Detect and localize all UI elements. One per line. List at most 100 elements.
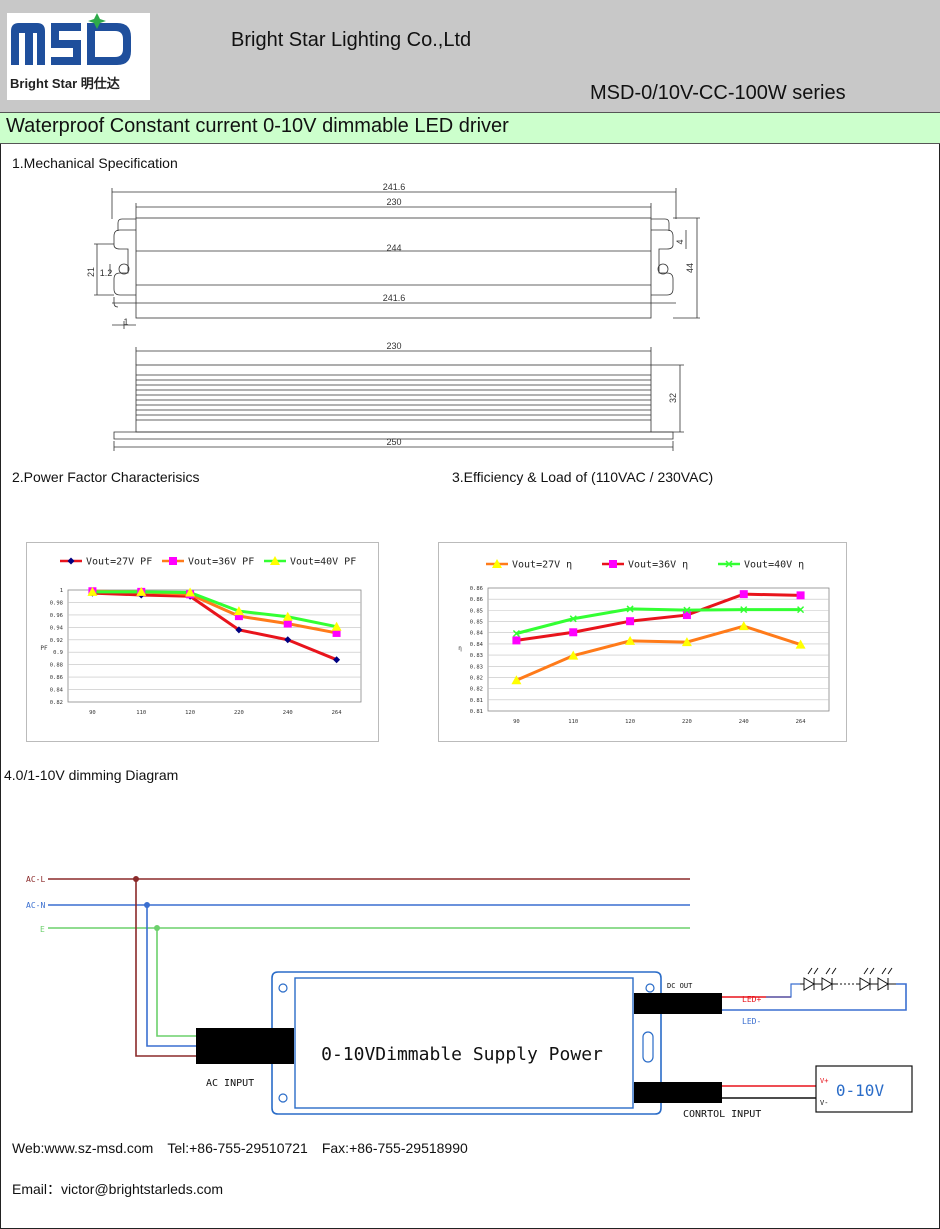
earth-label: E: [40, 925, 45, 934]
pf-y-tick: 0.88: [50, 663, 63, 669]
eff-x-tick: 110: [568, 719, 578, 725]
eff-point: [738, 621, 749, 631]
eff-y-tick: 0.85: [470, 608, 483, 614]
dim-side-width: 230: [386, 341, 401, 351]
efficiency-chart: 0.81 0.81 0.82 0.82 0.83 0.83 0.84 0.84 0.85 0.85…: [438, 542, 847, 742]
eff-x-tick: 220: [682, 719, 692, 725]
dimming-wiring-diagram: AC-L AC-N E 0-10VDimmable Supply Power A…: [26, 875, 913, 1120]
pf-y-tick: 0.96: [50, 613, 63, 619]
fax: Fax:+86-755-29518990: [321, 1140, 468, 1156]
pf-point: [282, 611, 293, 621]
dimmer-label: 0-10V: [836, 1081, 885, 1100]
eff-point: [568, 650, 579, 660]
pf-point: [234, 612, 243, 621]
pf-point: [332, 628, 341, 637]
pf-y-label: PF: [40, 645, 48, 652]
eff-point: [683, 606, 691, 614]
eff-y-tick: 0.83: [470, 653, 483, 659]
ac-l-label: AC-L: [26, 875, 45, 884]
eff-legend-marker: [609, 560, 617, 568]
led-string: [800, 967, 896, 991]
page-header: Bright Star 明仕达 Bright Star Lighting Co.…: [0, 0, 940, 113]
eff-y-tick: 0.82: [470, 687, 483, 693]
pf-y-tick: 1: [60, 588, 63, 594]
pf-point: [284, 636, 292, 644]
eff-point: [625, 635, 636, 645]
pf-x-tick: 220: [234, 710, 244, 716]
contact-line: Web:www.sz-msd.com Tel:+86-755-29510721 Fa…: [12, 1140, 482, 1156]
v-minus-label: V-: [820, 1099, 828, 1107]
dc-out-label: DC OUT: [667, 982, 693, 990]
section-mechanical-heading: 1.Mechanical Specification: [12, 155, 178, 171]
pf-point: [235, 626, 243, 634]
eff-y-tick: 0.86: [470, 586, 483, 592]
led-plus-label: LED+: [742, 995, 761, 1004]
pf-x-tick: 264: [332, 710, 343, 716]
pf-y-tick: 0.9: [53, 650, 63, 656]
eff-y-tick: 0.81: [470, 709, 483, 715]
pf-x-tick: 120: [185, 710, 195, 716]
email[interactable]: Email：victor@brightstarleds.com: [12, 1181, 224, 1197]
eff-point: [512, 629, 520, 638]
eff-y-tick: 0.81: [470, 698, 483, 704]
eff-legend-label: Vout=27V η: [512, 560, 572, 571]
dim-total-height: 44: [685, 263, 695, 273]
dc-out-cable: [634, 993, 722, 1014]
eff-y-tick: 0.84: [470, 642, 484, 648]
pf-x-tick: 110: [136, 710, 146, 716]
pf-legend-marker: [270, 556, 280, 565]
logo-subtitle: Bright Star 明仕达: [10, 76, 120, 91]
eff-point: [797, 606, 805, 614]
eff-series-line: [516, 607, 801, 635]
title-banner: Waterproof Constant current 0-10V dimmab…: [0, 113, 940, 144]
eff-point: [511, 675, 522, 685]
dim-overall-width: 241.6: [383, 182, 406, 192]
ac-n-label: AC-N: [26, 901, 45, 910]
eff-x-tick: 240: [739, 719, 749, 725]
company-name: Bright Star Lighting Co.,Ltd: [231, 29, 472, 51]
eff-x-tick: 264: [796, 719, 807, 725]
dim-side-length: 250: [386, 437, 401, 447]
pf-series-line: [92, 591, 338, 662]
section-eff-heading: 3.Efficiency & Load of (110VAC / 230VAC): [452, 469, 714, 485]
dim-body-width: 230: [386, 197, 401, 207]
eff-y-tick: 0.85: [470, 620, 483, 626]
eff-point: [795, 639, 806, 649]
eff-point: [796, 591, 805, 600]
dim-edge: 1: [123, 317, 128, 327]
eff-point: [569, 628, 578, 637]
pf-y-tick: 0.82: [50, 700, 63, 706]
dim-slot-height: 21: [86, 267, 96, 277]
ac-input-cable: [196, 1028, 294, 1064]
eff-x-tick: 120: [625, 719, 635, 725]
website[interactable]: Web:www.sz-msd.com: [12, 1140, 154, 1156]
dim-slot-offset: 4: [675, 239, 685, 244]
telephone: Tel:+86-755-29510721: [167, 1140, 308, 1156]
eff-point: [740, 606, 748, 614]
pf-point: [136, 586, 147, 596]
eff-legend-marker: [725, 560, 733, 568]
product-title: Waterproof Constant current 0-10V dimmab…: [6, 115, 509, 137]
pf-y-tick: 0.94: [50, 625, 64, 631]
pf-y-tick: 0.84: [50, 688, 64, 694]
pf-legend-label: Vout=40V PF: [290, 557, 356, 568]
eff-point: [569, 615, 577, 623]
section-dimming-heading: 4.0/1-10V dimming Diagram: [4, 767, 179, 783]
pf-x-tick: 240: [283, 710, 293, 716]
pf-point: [331, 621, 342, 631]
pf-point: [87, 586, 98, 596]
eff-point: [626, 605, 634, 613]
ac-input-label: AC INPUT: [206, 1078, 254, 1089]
eff-series-line: [515, 624, 802, 682]
eff-legend-label: Vout=40V η: [744, 560, 804, 571]
mechanical-drawing: 241.6 230 244 241.6 21 1.2 1 4 44 230 32…: [86, 182, 700, 451]
eff-legend-marker: [492, 559, 502, 568]
pf-series-line: [92, 590, 337, 629]
pf-y-tick: 0.92: [50, 638, 63, 644]
dim-hole-diameter: 1.2: [100, 268, 113, 278]
pf-legend-label: Vout=36V PF: [188, 557, 254, 568]
eff-x-tick: 90: [513, 719, 520, 725]
dim-hole-pitch: 241.6: [383, 293, 406, 303]
eff-point: [739, 590, 748, 599]
pf-point: [283, 619, 292, 628]
